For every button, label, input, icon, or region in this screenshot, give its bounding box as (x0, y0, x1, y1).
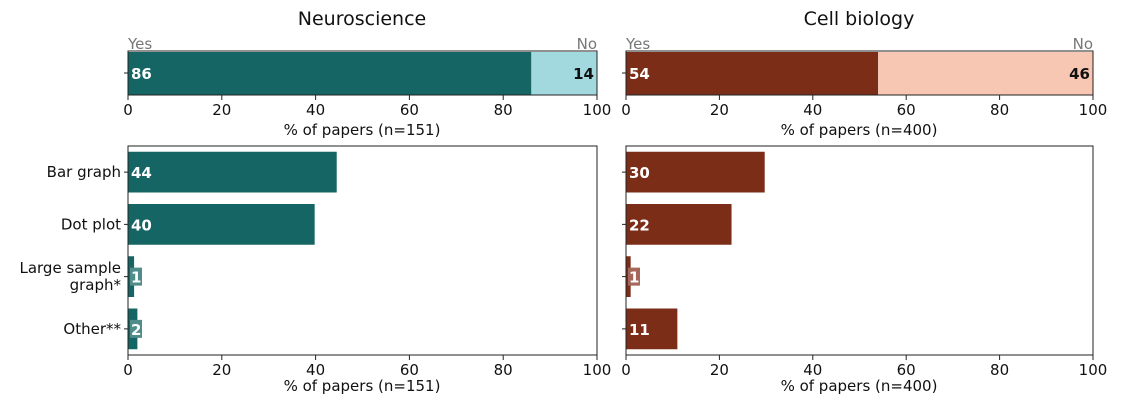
x-tick-label-0-3: 60 (400, 101, 419, 119)
axes-frame-3 (625, 145, 1094, 356)
xlabel-top-cell: % of papers (n=400) (781, 121, 938, 139)
category-label-0-0: Bar graph (47, 163, 121, 181)
x-tick-label-2-4: 80 (494, 361, 513, 379)
value-label-2-3: 2 (131, 321, 141, 339)
category-label-2-0: Large sample (19, 259, 121, 277)
x-tick-label-0-0: 0 (123, 101, 133, 119)
value-label-no-0: 14 (573, 65, 594, 83)
value-label-2-1: 40 (131, 216, 152, 234)
value-label-no-1: 46 (1069, 65, 1090, 83)
value-label-2-2: 1 (131, 269, 141, 287)
bar-3-3 (626, 308, 678, 350)
value-label-3-1: 22 (629, 216, 650, 234)
xlabel-top-neuro: % of papers (n=151) (284, 121, 441, 139)
x-tick-label-2-0: 0 (123, 361, 133, 379)
stacked-bar-yes-0 (128, 52, 532, 95)
no-label-cell: No (1073, 35, 1093, 53)
x-tick-label-1-4: 80 (990, 101, 1009, 119)
value-label-bg-2-3 (130, 319, 142, 338)
yes-label-neuro: Yes (127, 35, 152, 53)
value-label-3-3: 11 (629, 321, 650, 339)
x-tick-label-3-1: 20 (710, 361, 729, 379)
bar-2-1 (128, 203, 315, 245)
value-label-yes-1: 54 (629, 65, 650, 83)
stacked-bar-no-0 (531, 52, 597, 95)
value-label-bg-2-2 (130, 267, 142, 286)
x-tick-label-3-4: 80 (990, 361, 1009, 379)
title-neuroscience: Neuroscience (298, 8, 426, 30)
title-cell-biology: Cell biology (804, 8, 915, 30)
xlabel-bottom-neuro: % of papers (n=151) (284, 377, 441, 395)
x-tick-label-2-3: 60 (400, 361, 419, 379)
yes-label-cell: Yes (625, 35, 650, 53)
x-tick-label-3-2: 40 (803, 361, 822, 379)
value-label-2-0: 44 (131, 164, 152, 182)
x-tick-label-3-0: 0 (621, 361, 631, 379)
x-tick-label-0-2: 40 (306, 101, 325, 119)
category-label-2-1: graph* (70, 276, 122, 294)
axes-frame-2 (127, 145, 598, 356)
stacked-bar-no-1 (878, 52, 1093, 95)
value-label-3-0: 30 (629, 164, 650, 182)
bar-2-0 (128, 151, 337, 193)
x-tick-label-1-0: 0 (621, 101, 631, 119)
x-tick-label-3-3: 60 (897, 361, 916, 379)
x-tick-label-0-4: 80 (494, 101, 513, 119)
x-tick-label-1-5: 100 (1079, 101, 1108, 119)
x-tick-label-1-1: 20 (710, 101, 729, 119)
no-label-neuro: No (577, 35, 597, 53)
x-tick-label-0-5: 100 (583, 101, 612, 119)
value-label-bg-3-2 (628, 267, 640, 286)
bar-3-0 (626, 151, 765, 193)
value-label-3-2: 1 (629, 269, 639, 287)
x-tick-label-0-1: 20 (212, 101, 231, 119)
stacked-bar-yes-1 (626, 52, 879, 95)
category-label-1-0: Dot plot (61, 215, 121, 233)
x-tick-label-3-5: 100 (1079, 361, 1108, 379)
x-tick-label-1-3: 60 (897, 101, 916, 119)
x-tick-label-2-5: 100 (583, 361, 612, 379)
x-tick-label-2-1: 20 (212, 361, 231, 379)
bar-3-1 (626, 203, 732, 245)
category-label-3-0: Other** (63, 320, 121, 338)
value-label-yes-0: 86 (131, 65, 152, 83)
x-tick-label-2-2: 40 (306, 361, 325, 379)
x-tick-label-1-2: 40 (803, 101, 822, 119)
xlabel-bottom-cell: % of papers (n=400) (781, 377, 938, 395)
